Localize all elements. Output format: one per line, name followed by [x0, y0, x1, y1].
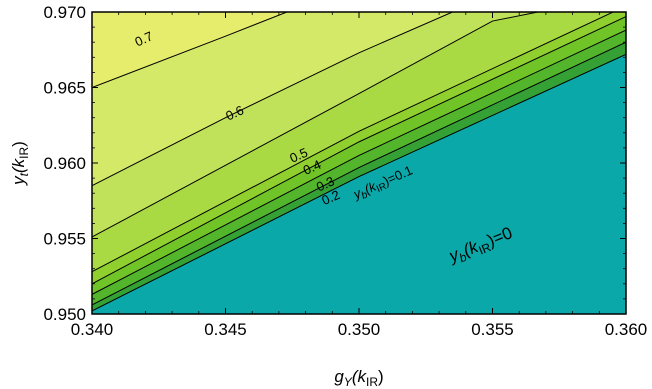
contour-line-0.2 [92, 29, 626, 295]
y-tick-label: 0.970 [43, 3, 86, 22]
y-tick-label: 0.965 [43, 79, 86, 98]
x-axis-title: gY(kIR) [334, 367, 383, 389]
contour-line-0.7 [92, 12, 288, 88]
contour-label-0.2: 0.2 [319, 187, 342, 208]
contour-label-0.5: 0.5 [287, 145, 310, 166]
contour-line-layer [92, 12, 626, 312]
x-tick-label: 0.340 [71, 320, 114, 339]
y-tick-label: 0.955 [43, 230, 86, 249]
x-axis: 0.340 0.345 0.350 0.355 0.360 [71, 12, 648, 339]
x-tick-label: 0.350 [338, 320, 381, 339]
contour-label-0.7: 0.7 [133, 28, 156, 49]
contour-label-0.6: 0.6 [223, 102, 246, 123]
contour-line-0.3 [92, 16, 626, 285]
y-axis: 0.950 0.955 0.960 0.965 0.970 [43, 3, 626, 324]
band-below-0 [92, 54, 626, 314]
y-tick-label: 0.950 [43, 305, 86, 324]
x-tick-label: 0.355 [471, 320, 514, 339]
contour-line-0.1 [92, 41, 626, 306]
contour-label-0.4: 0.4 [301, 157, 324, 178]
contour-line-0.5 [92, 12, 538, 238]
contour-label-0.3: 0.3 [314, 173, 337, 194]
contour-line-0 [92, 53, 626, 312]
contour-line-0.4 [92, 12, 615, 273]
y-axis-title: yt(kIR) [9, 141, 31, 186]
x-tick-label: 0.345 [204, 320, 247, 339]
x-tick-label: 0.360 [605, 320, 648, 339]
contour-fill-layer [92, 12, 626, 314]
contour-line-0.6 [92, 12, 453, 187]
y-tick-label: 0.960 [43, 154, 86, 173]
contour-labels: 0.20.30.40.5 0.6 0.7 [133, 28, 343, 208]
